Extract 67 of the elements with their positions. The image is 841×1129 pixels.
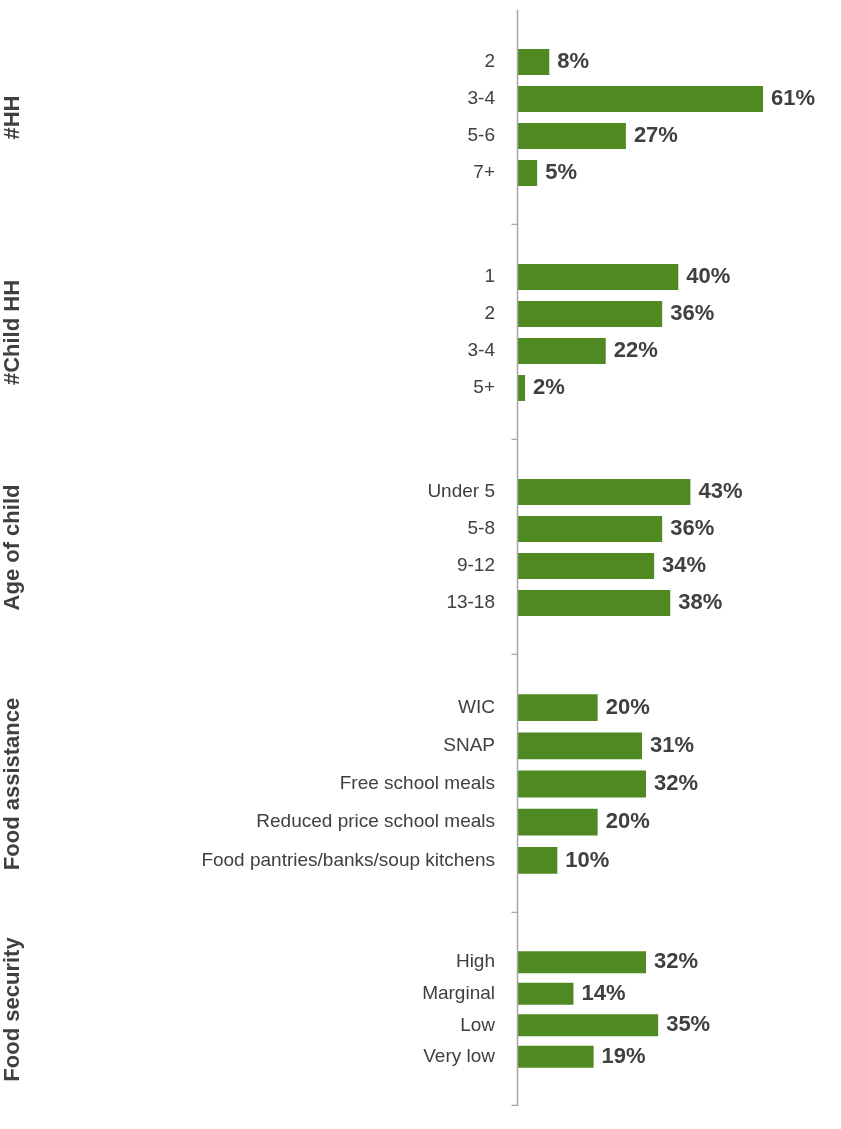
data-label: 31% [650,731,695,757]
bar [517,123,626,149]
y-tick-label: 3-4 [467,87,496,109]
y-tick-label: High [455,950,495,972]
bar [517,478,691,505]
data-label: 43% [698,477,743,503]
bar [517,590,671,617]
bar [517,553,655,579]
bar [517,48,550,75]
y-axis-title: #Child HH [0,279,25,386]
data-label: 19% [601,1042,646,1068]
bar [517,338,606,364]
data-label: 36% [670,300,715,326]
data-label: 32% [654,948,699,974]
data-label: 61% [771,85,816,111]
y-tick-label: SNAP [443,733,495,755]
data-label: 32% [654,770,699,796]
bar [517,86,763,112]
data-label: 36% [670,515,715,541]
y-axis-title: Age of child [0,484,25,611]
data-label: 22% [613,337,658,363]
bar [517,1045,594,1068]
y-tick-label: WIC [458,695,495,717]
y-tick-label: Food pantries/banks/soup kitchens [201,848,495,870]
y-tick-label: 2 [484,50,495,72]
bar [517,847,558,874]
y-tick-label: 2 [484,302,495,324]
y-tick-label: 9-12 [456,554,495,576]
data-label: 34% [662,552,707,578]
bar [517,516,663,542]
data-label: 14% [581,979,626,1005]
bar [517,732,643,760]
data-label: 10% [565,846,610,872]
y-axis-title: Food assistance [0,697,25,871]
y-axis-title: #HH [0,95,25,140]
bar [517,982,574,1005]
y-tick-label: Under 5 [427,480,495,502]
data-label: 35% [666,1011,711,1037]
data-label: 20% [605,808,650,834]
y-axis-title: Food security [0,936,25,1082]
y-tick-label: 7+ [473,161,495,183]
data-label: 20% [605,693,650,719]
bar [517,808,598,836]
data-label: 40% [686,262,731,288]
data-label: 8% [557,47,590,73]
y-tick-label: 5-6 [467,124,495,146]
bar [517,770,647,798]
y-tick-label: Reduced price school meals [256,810,495,832]
bar [517,263,679,290]
bar [517,301,663,327]
y-tick-label: 13-18 [446,591,495,613]
data-label: 27% [633,122,678,148]
bar [517,951,647,974]
bar [517,160,538,187]
data-label: 2% [533,374,565,400]
y-tick-label: 5+ [473,376,495,398]
y-tick-label: Very low [423,1045,496,1067]
bar [517,694,598,721]
y-tick-label: 5-8 [467,517,495,539]
y-tick-label: 1 [484,265,495,287]
y-tick-label: 3-4 [467,339,496,361]
data-label: 38% [678,589,723,615]
y-tick-label: Free school meals [339,772,495,794]
y-tick-label: Low [460,1013,496,1035]
y-tick-label: Marginal [422,981,495,1003]
bar [517,1014,659,1037]
data-label: 5% [545,159,577,185]
